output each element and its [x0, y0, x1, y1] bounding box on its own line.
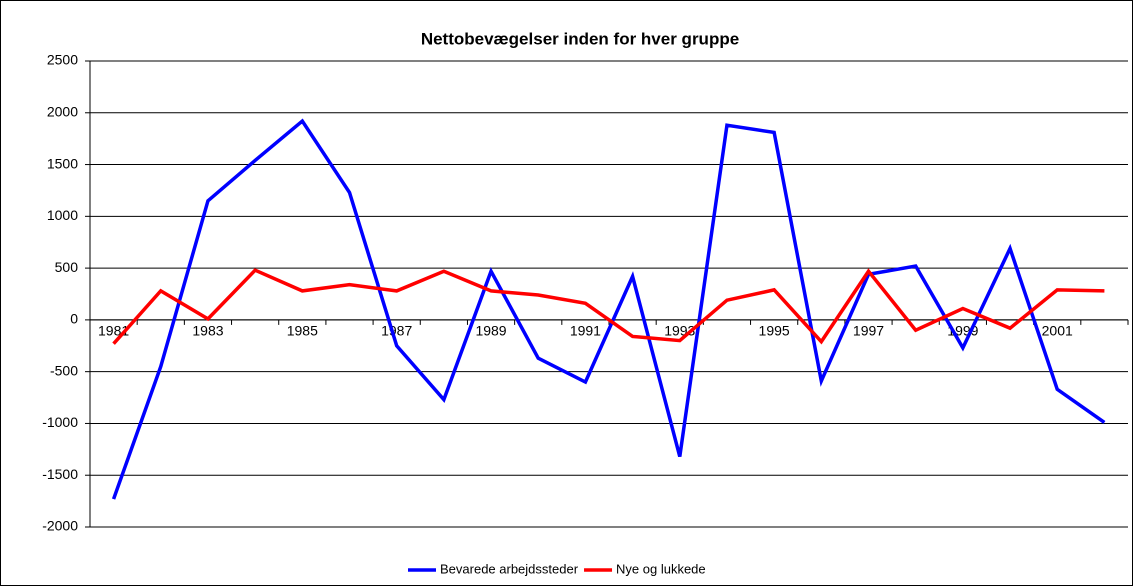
x-tick-label: 1991	[570, 323, 601, 339]
series-line	[112, 268, 1105, 345]
x-tick-label: 2001	[1042, 323, 1073, 339]
y-tick-label: 2000	[47, 103, 78, 119]
legend-label: Bevarede arbejdssteder	[440, 561, 579, 576]
y-tick-label: 1000	[47, 207, 78, 223]
y-tick-label: 0	[70, 311, 78, 327]
x-tick-label: 1985	[287, 323, 318, 339]
x-tick-label: 1987	[381, 323, 412, 339]
y-tick-label: -1000	[42, 414, 78, 430]
series-line	[111, 118, 1106, 500]
y-tick-label: 500	[55, 259, 79, 275]
legend-label: Nye og lukkede	[616, 561, 706, 576]
y-tick-label: 1500	[47, 155, 78, 171]
y-tick-label: -500	[50, 362, 78, 378]
y-tick-label: -2000	[42, 518, 78, 534]
x-tick-label: 1983	[192, 323, 223, 339]
x-tick-label: 1995	[759, 323, 790, 339]
y-tick-label: 2500	[47, 52, 78, 68]
y-tick-label: -1500	[42, 466, 78, 482]
x-tick-label: 1997	[853, 323, 884, 339]
x-tick-label: 1989	[475, 323, 506, 339]
chart-title: Nettobevægelser inden for hver gruppe	[421, 29, 739, 48]
